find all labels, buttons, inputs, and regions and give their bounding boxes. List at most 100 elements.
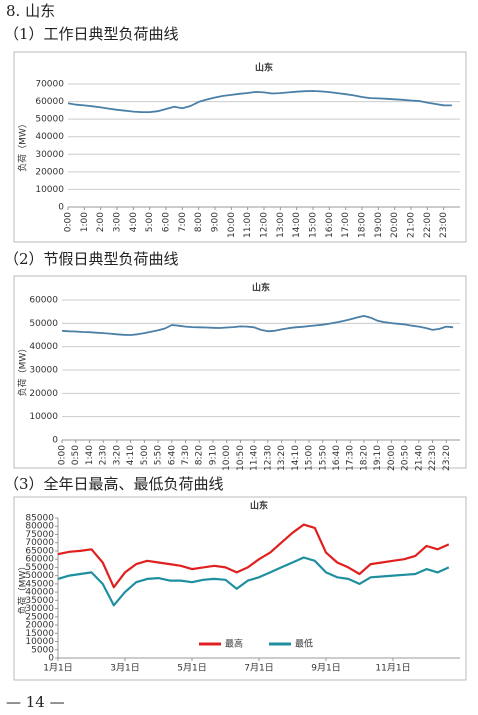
y-tick-label: 40000 bbox=[29, 342, 58, 352]
x-tick-label: 15:50 bbox=[318, 445, 328, 471]
y-tick-label: 60000 bbox=[35, 97, 64, 107]
x-tick-label: 4:00 bbox=[129, 212, 139, 232]
x-tick-label: 21:00 bbox=[407, 212, 417, 238]
y-tick-label: 70000 bbox=[25, 538, 54, 548]
y-tick-label: 60000 bbox=[25, 555, 54, 565]
data-line bbox=[67, 90, 452, 113]
x-tick-label: 7月1日 bbox=[244, 663, 273, 674]
x-tick-label: 1:40 bbox=[85, 445, 95, 465]
legend-label: 最高 bbox=[225, 638, 243, 650]
x-tick-label: 2:00 bbox=[96, 212, 106, 232]
y-axis-label: 负荷（MW） bbox=[17, 344, 29, 397]
y-tick-label: 45000 bbox=[25, 579, 54, 589]
x-tick-label: 20:00 bbox=[387, 445, 397, 471]
x-tick-label: 15:00 bbox=[305, 445, 315, 471]
x-tick-label: 13:00 bbox=[276, 212, 286, 238]
x-tick-label: 1:00 bbox=[80, 212, 90, 232]
x-tick-label: 23:20 bbox=[442, 445, 452, 471]
heading: 8. 山东 bbox=[6, 2, 55, 20]
x-tick-label: 9:10 bbox=[208, 445, 218, 465]
x-tick-label: 17:00 bbox=[341, 212, 351, 238]
y-tick-label: 20000 bbox=[29, 389, 58, 399]
x-tick-label: 22:30 bbox=[428, 445, 438, 471]
x-tick-label: 0:00 bbox=[64, 212, 74, 232]
y-tick-label: 50000 bbox=[35, 115, 64, 125]
x-tick-label: 9:00 bbox=[211, 212, 221, 232]
x-tick-label: 19:10 bbox=[373, 445, 383, 471]
y-tick-label: 0 bbox=[58, 203, 64, 213]
y-tick-label: 80000 bbox=[25, 522, 54, 532]
x-tick-label: 7:00 bbox=[178, 212, 188, 232]
legend-label: 最低 bbox=[295, 638, 313, 650]
x-tick-label: 16:40 bbox=[332, 445, 342, 471]
x-tick-label: 3月1日 bbox=[110, 663, 139, 674]
x-tick-label: 10:50 bbox=[236, 445, 246, 471]
x-tick-label: 5:50 bbox=[154, 445, 164, 465]
x-tick-label: 5:00 bbox=[145, 212, 155, 232]
y-tick-label: 20000 bbox=[35, 167, 64, 177]
x-tick-label: 10:00 bbox=[222, 445, 232, 471]
x-tick-label: 7:30 bbox=[181, 445, 191, 465]
y-tick-label: 15000 bbox=[25, 629, 54, 639]
y-tick-label: 75000 bbox=[25, 530, 54, 540]
chart-title: 山东 bbox=[250, 500, 268, 512]
x-tick-label: 11月1日 bbox=[375, 663, 410, 674]
x-tick-label: 13:20 bbox=[277, 445, 287, 471]
x-tick-label: 21:40 bbox=[414, 445, 424, 471]
x-tick-label: 12:30 bbox=[263, 445, 273, 471]
x-tick-label: 20:00 bbox=[390, 212, 400, 238]
y-tick-label: 0 bbox=[48, 654, 54, 664]
y-tick-label: 25000 bbox=[25, 612, 54, 622]
x-tick-label: 19:00 bbox=[374, 212, 384, 238]
y-tick-label: 30000 bbox=[29, 366, 58, 376]
y-tick-label: 10000 bbox=[25, 637, 54, 647]
y-tick-label: 20000 bbox=[25, 621, 54, 631]
x-tick-label: 8:00 bbox=[194, 212, 204, 232]
x-tick-label: 3:00 bbox=[113, 212, 123, 232]
x-tick-label: 14:00 bbox=[292, 212, 302, 238]
y-axis-label: 负荷（MW） bbox=[17, 119, 29, 172]
y-tick-label: 70000 bbox=[35, 80, 64, 90]
y-tick-label: 35000 bbox=[25, 596, 54, 606]
x-tick-label: 11:40 bbox=[250, 445, 260, 471]
x-tick-label: 2:30 bbox=[99, 445, 109, 465]
y-tick-label: 40000 bbox=[25, 588, 54, 598]
x-tick-label: 9月1日 bbox=[311, 663, 340, 674]
data-line bbox=[57, 556, 450, 607]
y-tick-label: 10000 bbox=[29, 412, 58, 422]
y-tick-label: 30000 bbox=[35, 150, 64, 160]
y-tick-label: 55000 bbox=[25, 563, 54, 573]
x-tick-label: 15:00 bbox=[309, 212, 319, 238]
x-tick-label: 8:20 bbox=[195, 445, 205, 465]
x-tick-label: 0:00 bbox=[58, 445, 68, 465]
x-tick-label: 17:30 bbox=[346, 445, 356, 471]
x-tick-label: 22:00 bbox=[423, 212, 433, 238]
x-tick-label: 11:00 bbox=[243, 212, 253, 238]
chart-title: 山东 bbox=[255, 62, 273, 74]
y-tick-label: 40000 bbox=[35, 132, 64, 142]
x-tick-label: 16:00 bbox=[325, 212, 335, 238]
x-tick-label: 4:10 bbox=[126, 445, 136, 465]
y-tick-label: 85000 bbox=[25, 514, 54, 524]
data-line bbox=[61, 315, 454, 336]
x-tick-label: 1月1日 bbox=[43, 663, 72, 674]
y-tick-label: 50000 bbox=[25, 571, 54, 581]
chart-title: 山东 bbox=[252, 282, 270, 294]
x-tick-label: 6:00 bbox=[162, 212, 172, 232]
x-tick-label: 20:50 bbox=[401, 445, 411, 471]
x-tick-label: 3:20 bbox=[112, 445, 122, 465]
x-tick-label: 5:00 bbox=[140, 445, 150, 465]
y-tick-label: 50000 bbox=[29, 319, 58, 329]
x-tick-label: 23:00 bbox=[439, 212, 449, 238]
x-tick-label: 10:00 bbox=[227, 212, 237, 238]
subheading: （1）工作日典型负荷曲线 bbox=[4, 25, 179, 43]
x-tick-label: 0:50 bbox=[71, 445, 81, 465]
chart-frame bbox=[13, 496, 467, 681]
y-tick-label: 65000 bbox=[25, 546, 54, 556]
x-tick-label: 18:20 bbox=[359, 445, 369, 471]
y-tick-label: 30000 bbox=[25, 604, 54, 614]
y-tick-label: 60000 bbox=[29, 296, 58, 306]
y-tick-label: 5000 bbox=[31, 645, 54, 655]
chart-frame bbox=[13, 275, 467, 469]
